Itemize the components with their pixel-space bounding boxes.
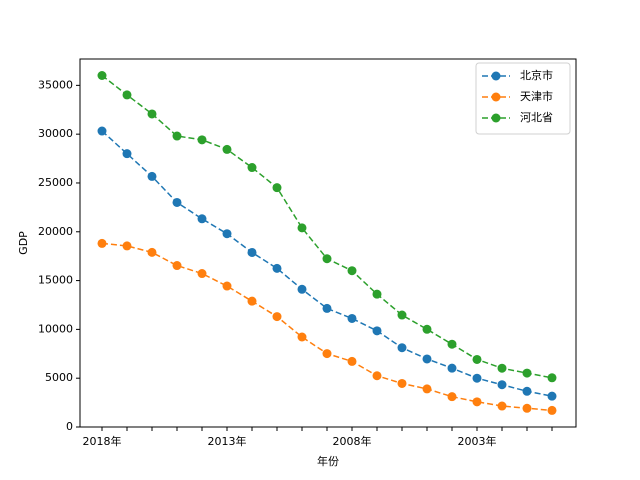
data-point xyxy=(222,144,232,154)
data-point xyxy=(547,405,557,415)
x-axis-label: 年份 xyxy=(317,454,339,468)
y-tick-label: 25000 xyxy=(38,176,73,189)
y-axis-label: GDP xyxy=(17,231,30,255)
data-point xyxy=(247,163,257,173)
data-point xyxy=(222,229,232,239)
data-point xyxy=(272,263,282,273)
legend-label: 天津市 xyxy=(520,89,553,103)
y-tick-label: 35000 xyxy=(38,78,73,91)
data-point xyxy=(447,392,457,402)
data-point xyxy=(397,310,407,320)
data-point xyxy=(372,289,382,299)
legend-marker xyxy=(491,113,501,123)
data-point xyxy=(97,126,107,136)
data-point xyxy=(122,149,132,159)
data-point xyxy=(372,371,382,381)
legend-label: 河北省 xyxy=(520,111,553,124)
x-tick-label: 2018年 xyxy=(83,434,122,448)
data-point xyxy=(122,90,132,100)
data-point xyxy=(197,214,207,224)
data-point xyxy=(497,401,507,411)
data-point xyxy=(172,197,182,207)
data-point xyxy=(147,247,157,257)
data-point xyxy=(147,109,157,119)
legend-marker xyxy=(491,92,501,102)
y-tick-label: 30000 xyxy=(38,127,73,140)
data-point xyxy=(197,135,207,145)
data-point xyxy=(147,171,157,181)
y-tick-label: 15000 xyxy=(38,274,73,287)
data-point xyxy=(272,183,282,193)
data-point xyxy=(297,284,307,294)
data-point xyxy=(247,296,257,306)
data-point xyxy=(272,312,282,322)
data-point xyxy=(172,131,182,141)
data-point xyxy=(347,313,357,323)
data-point xyxy=(97,238,107,248)
data-point xyxy=(322,349,332,359)
y-tick-label: 20000 xyxy=(38,225,73,238)
data-point xyxy=(547,373,557,383)
x-tick-label: 2003年 xyxy=(458,434,497,448)
data-point xyxy=(522,368,532,378)
data-point xyxy=(372,326,382,336)
data-point xyxy=(422,324,432,334)
data-point xyxy=(397,343,407,353)
data-point xyxy=(472,354,482,364)
data-point xyxy=(222,281,232,291)
data-point xyxy=(297,223,307,233)
data-point xyxy=(497,380,507,390)
data-point xyxy=(97,70,107,80)
data-point xyxy=(322,303,332,313)
legend-marker xyxy=(491,71,501,81)
y-tick-label: 10000 xyxy=(38,322,73,335)
data-point xyxy=(347,266,357,276)
x-tick-label: 2013年 xyxy=(208,434,247,448)
data-point xyxy=(172,261,182,271)
data-point xyxy=(472,373,482,383)
data-point xyxy=(472,397,482,407)
legend-label: 北京市 xyxy=(520,68,553,82)
data-point xyxy=(422,384,432,394)
data-point xyxy=(247,247,257,257)
data-point xyxy=(347,356,357,366)
data-point xyxy=(447,339,457,349)
data-point xyxy=(197,269,207,279)
data-point xyxy=(547,391,557,401)
data-point xyxy=(297,332,307,342)
y-tick-label: 5000 xyxy=(45,371,73,384)
x-tick-label: 2008年 xyxy=(333,434,372,448)
plot-frame xyxy=(79,58,577,428)
data-point xyxy=(497,363,507,373)
data-point xyxy=(422,354,432,364)
data-point xyxy=(322,254,332,264)
data-point xyxy=(522,386,532,396)
data-point xyxy=(447,363,457,373)
data-point xyxy=(522,403,532,413)
y-tick-label: 0 xyxy=(66,420,73,433)
data-point xyxy=(122,241,132,251)
data-point xyxy=(397,378,407,388)
